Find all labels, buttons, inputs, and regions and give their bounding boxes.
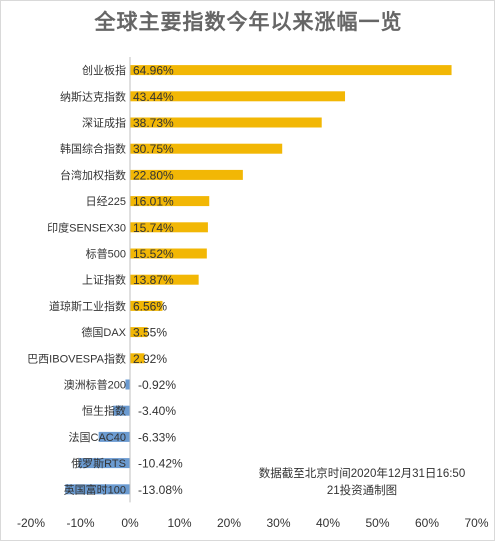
- x-tick-label: -20%: [17, 516, 45, 530]
- value-label: 13.87%: [133, 273, 174, 287]
- chart-title: 全球主要指数今年以来涨幅一览: [94, 11, 403, 34]
- category-label: 俄罗斯RTS: [71, 457, 126, 470]
- value-label: 15.52%: [133, 247, 174, 261]
- value-label: -13.08%: [138, 483, 183, 497]
- value-label: -6.33%: [138, 430, 176, 444]
- value-label: 64.96%: [133, 64, 174, 78]
- category-label: 澳洲标普200: [64, 378, 126, 392]
- value-label: 43.44%: [133, 90, 174, 104]
- bar: [130, 274, 199, 285]
- bar: [125, 379, 130, 390]
- bar: [78, 458, 130, 469]
- category-label: 韩国综合指数: [60, 142, 126, 156]
- x-tick-label: -10%: [66, 516, 94, 530]
- value-label: 15.74%: [133, 221, 174, 235]
- value-label: 22.80%: [133, 168, 174, 182]
- bar: [130, 143, 283, 154]
- category-label: 台湾加权指数: [60, 168, 126, 182]
- category-label: 标普500: [86, 247, 126, 261]
- category-label: 日经225: [86, 195, 126, 208]
- bar: [98, 431, 130, 442]
- bar: [130, 117, 322, 128]
- value-label: 38.73%: [133, 116, 174, 130]
- bar: [130, 169, 243, 180]
- bar: [130, 222, 208, 233]
- bar: [130, 300, 163, 311]
- bar: [130, 196, 210, 207]
- x-tick-label: 0%: [121, 516, 139, 530]
- source-note: 数据截至北京时间2020年12月31日16:50 21投资通制图: [246, 466, 478, 500]
- category-label: 创业板指: [82, 63, 126, 77]
- bar: [113, 405, 130, 416]
- bar: [130, 353, 145, 364]
- value-label: 30.75%: [133, 142, 174, 156]
- category-label: 道琼斯工业指数: [49, 299, 126, 313]
- value-label: -0.92%: [138, 378, 176, 392]
- bar: [130, 91, 346, 102]
- value-label: 3.55%: [133, 326, 167, 340]
- source-note-credit: 21投资通制图: [326, 485, 398, 497]
- bar: [130, 327, 148, 338]
- x-tick-label: 60%: [415, 516, 439, 530]
- bar: [65, 484, 130, 495]
- x-tick-label: 30%: [266, 516, 290, 530]
- category-label: 印度SENSEX30: [47, 220, 126, 234]
- x-tick-label: 10%: [167, 516, 191, 530]
- x-tick-label: 20%: [217, 516, 241, 530]
- category-label: 德国DAX: [81, 325, 126, 339]
- x-tick-label: 50%: [365, 516, 389, 530]
- category-label: 法国CAC40: [69, 430, 126, 444]
- category-label: 巴西IBOVESPA指数: [27, 351, 126, 365]
- category-label: 深证成指: [82, 116, 126, 130]
- bar: [130, 65, 452, 76]
- category-label: 纳斯达克指数: [60, 89, 126, 103]
- value-label: -10.42%: [138, 457, 183, 471]
- x-tick-label: 40%: [316, 516, 340, 530]
- value-label: -3.40%: [138, 404, 176, 418]
- category-label: 上证指数: [82, 273, 126, 287]
- source-note-date: 数据截至北京时间2020年12月31日16:50: [258, 468, 466, 480]
- x-tick-label: 70%: [464, 516, 488, 530]
- value-label: 6.56%: [133, 299, 167, 313]
- value-label: 16.01%: [133, 195, 174, 209]
- value-label: 2.92%: [133, 352, 167, 366]
- category-label: 英国富时100: [64, 482, 126, 496]
- bar: [130, 248, 207, 259]
- category-label: 恒生指数: [82, 404, 126, 418]
